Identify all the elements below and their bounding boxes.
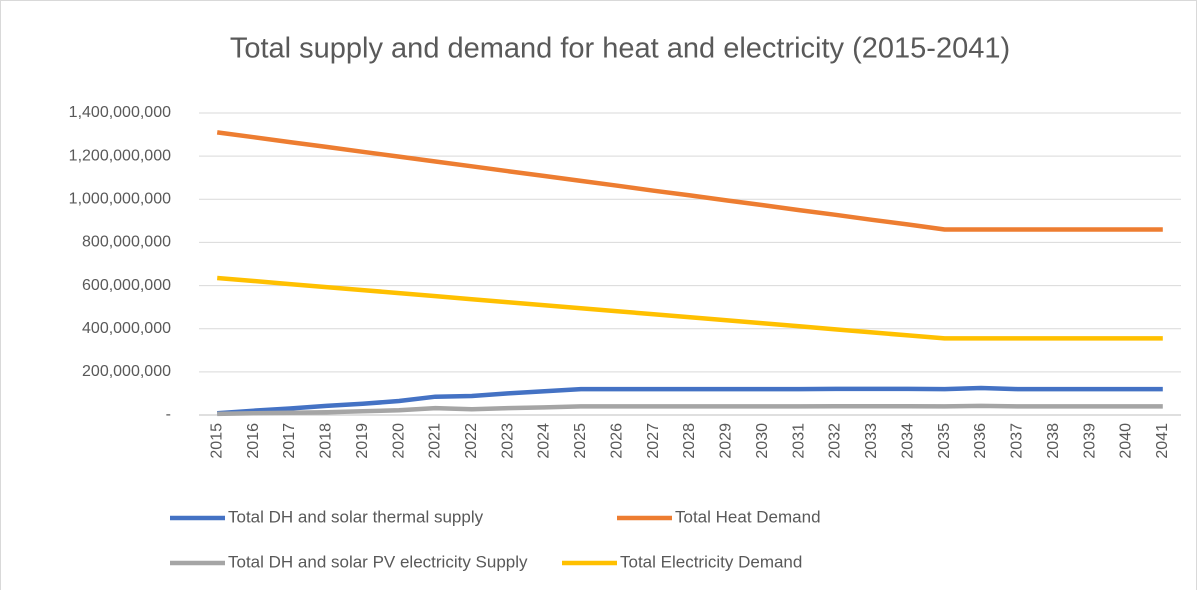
y-tick-label: 200,000,000	[82, 363, 171, 380]
x-tick-label: 2038	[1045, 423, 1062, 459]
x-tick-label: 2037	[1009, 423, 1026, 459]
x-tick-label: 2028	[681, 423, 698, 459]
x-tick-label: 2026	[608, 423, 625, 459]
y-tick-label: 800,000,000	[82, 234, 171, 251]
x-tick-label: 2021	[427, 423, 444, 459]
y-tick-label: 1,000,000,000	[69, 191, 171, 208]
x-tick-label: 2016	[245, 423, 262, 459]
y-tick-label: 1,200,000,000	[69, 147, 171, 164]
x-tick-label: 2030	[754, 423, 771, 459]
legend-label: Total DH and solar thermal supply	[228, 507, 484, 526]
x-tick-label: 2018	[318, 423, 335, 459]
x-tick-label: 2032	[827, 423, 844, 459]
series-line	[217, 275, 1163, 341]
x-tick-label: 2029	[718, 423, 735, 459]
legend-label: Total Heat Demand	[675, 507, 821, 526]
x-tick-label: 2036	[972, 423, 989, 459]
x-tick-label: 2025	[572, 423, 589, 459]
series-line	[217, 385, 1163, 416]
x-tick-label: 2027	[645, 423, 662, 459]
x-tick-label: 2033	[863, 423, 880, 459]
x-tick-label: 2020	[390, 423, 407, 459]
y-tick-label: 600,000,000	[82, 277, 171, 294]
y-tick-label: -	[166, 406, 171, 423]
y-tick-label: 400,000,000	[82, 320, 171, 337]
y-tick-label: 1,400,000,000	[69, 104, 171, 121]
x-tick-label: 2019	[354, 423, 371, 459]
x-tick-label: 2035	[936, 423, 953, 459]
x-tick-label: 2041	[1154, 423, 1171, 459]
x-tick-label: 2040	[1118, 423, 1135, 459]
legend-label: Total Electricity Demand	[620, 552, 802, 571]
x-tick-label: 2023	[499, 423, 516, 459]
legend-label: Total DH and solar PV electricity Supply	[228, 552, 528, 571]
chart-title: Total supply and demand for heat and ele…	[230, 33, 1010, 65]
x-tick-label: 2022	[463, 423, 480, 459]
x-tick-label: 2039	[1081, 423, 1098, 459]
x-tick-label: 2017	[281, 423, 298, 459]
x-tick-label: 2015	[208, 423, 225, 459]
series-line	[216, 130, 1163, 232]
x-tick-label: 2031	[790, 423, 807, 459]
series-line	[217, 403, 1163, 417]
x-tick-label: 2024	[536, 423, 553, 459]
x-tick-label: 2034	[899, 423, 916, 459]
